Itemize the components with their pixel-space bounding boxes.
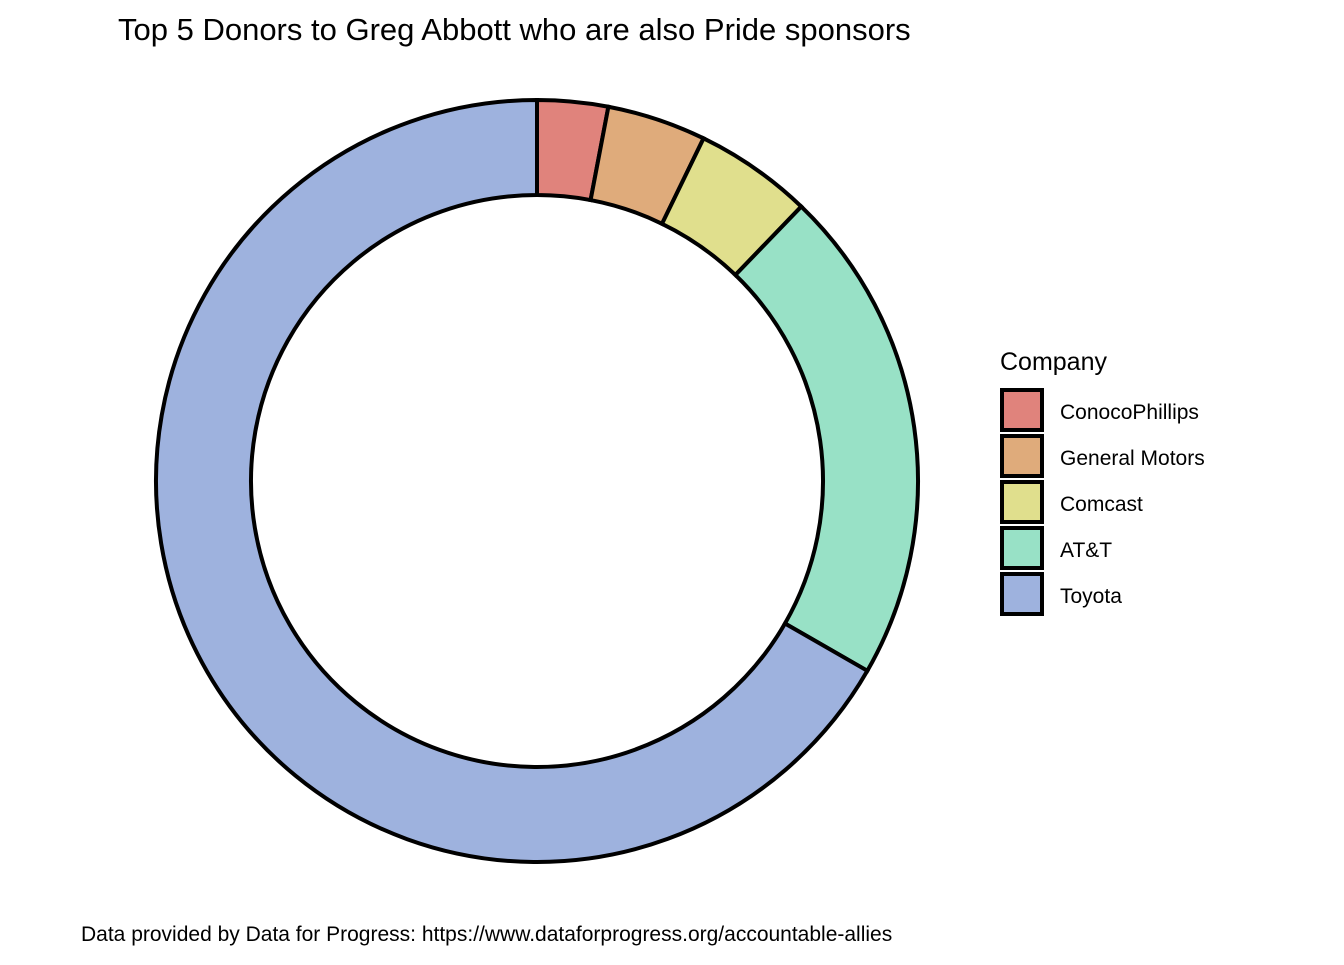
legend-items: ConocoPhillips General Motors Comcast AT&T T…: [1000, 388, 1205, 616]
legend-swatch-general-motors: [1000, 434, 1044, 478]
legend-label-conocophillips: ConocoPhillips: [1060, 401, 1199, 424]
legend-label-comcast: Comcast: [1060, 493, 1143, 516]
legend: Company ConocoPhillips General Motors Comc…: [1000, 348, 1205, 616]
legend-item-conocophillips: ConocoPhillips: [1000, 388, 1199, 432]
legend-swatch-atandt: [1000, 526, 1044, 570]
legend-label-atandt: AT&T: [1060, 539, 1112, 562]
legend-label-toyota: Toyota: [1060, 585, 1122, 608]
slice-atandt: [732, 203, 920, 674]
legend-title: Company: [1000, 348, 1107, 376]
chart-title: Top 5 Donors to Greg Abbott who are also…: [118, 12, 911, 47]
slice-toyota: [154, 97, 871, 864]
legend-swatch-comcast: [1000, 480, 1044, 524]
legend-label-general-motors: General Motors: [1060, 447, 1205, 470]
legend-swatch-conocophillips: [1000, 388, 1044, 432]
legend-item-comcast: Comcast: [1000, 480, 1143, 524]
chart-caption: Data provided by Data for Progress: http…: [81, 923, 892, 946]
legend-item-general-motors: General Motors: [1000, 434, 1205, 478]
legend-item-atandt: AT&T: [1000, 526, 1112, 570]
legend-swatch-toyota: [1000, 572, 1044, 616]
donut-slices: [154, 97, 920, 864]
legend-item-toyota: Toyota: [1000, 572, 1122, 616]
